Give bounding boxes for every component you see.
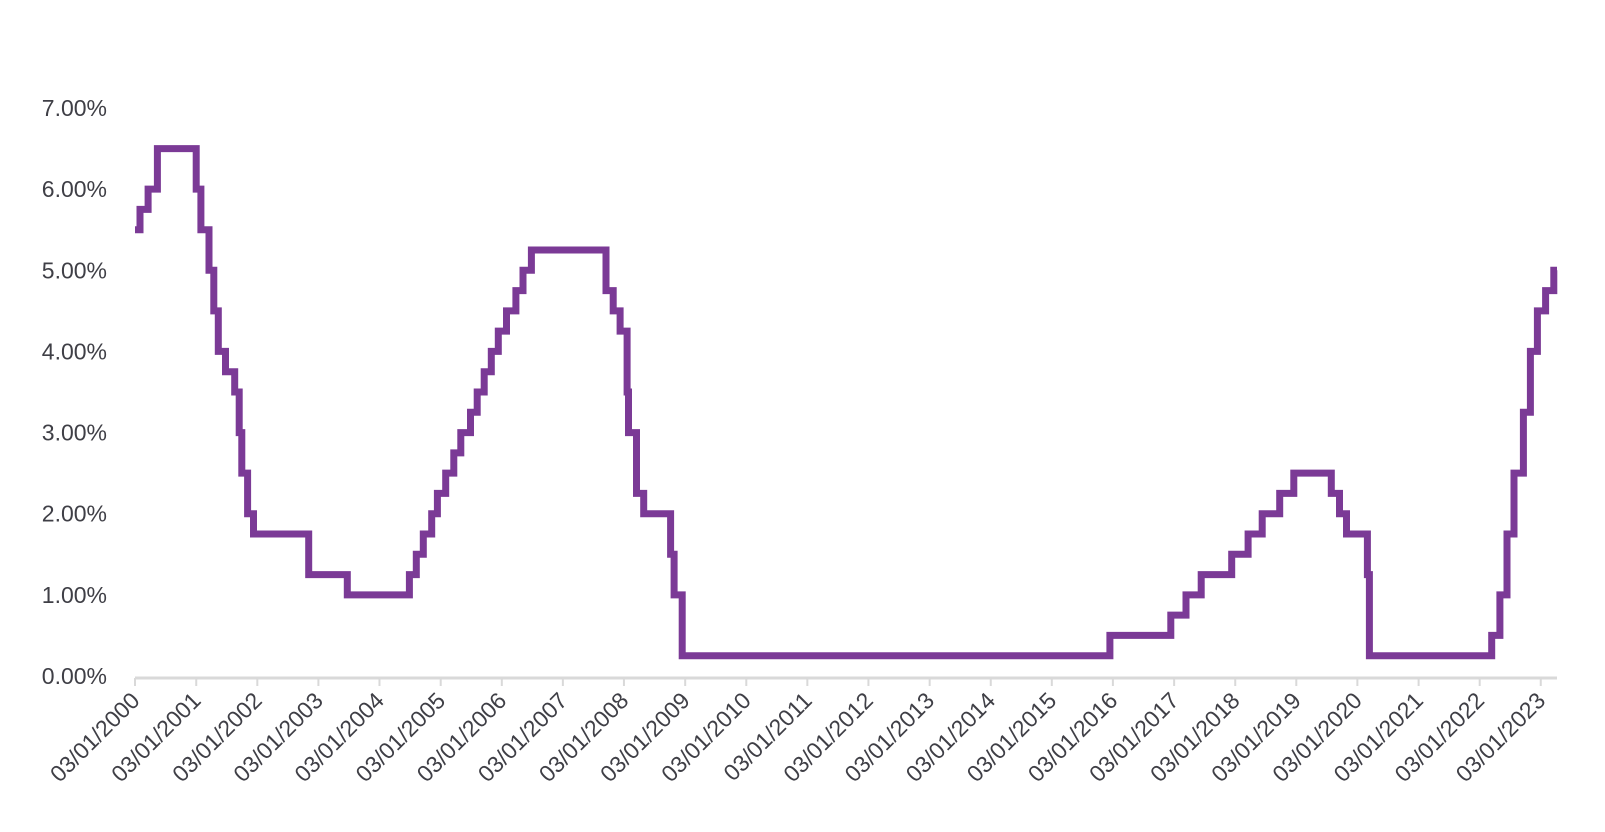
y-tick-label: 3.00% — [42, 420, 107, 446]
series-line — [135, 145, 1558, 660]
y-tick-label: 6.00% — [42, 176, 107, 202]
y-tick-label: 2.00% — [42, 501, 107, 527]
y-tick-label: 7.00% — [42, 95, 107, 121]
y-tick-label: 0.00% — [42, 663, 107, 689]
y-tick-label: 1.00% — [42, 582, 107, 608]
y-tick-label: 4.00% — [42, 338, 107, 364]
x-axis-ticks: 03/01/200003/01/200103/01/200203/01/2003… — [45, 678, 1550, 787]
y-tick-label: 5.00% — [42, 257, 107, 283]
y-axis-ticks: 0.00% 1.00% 2.00% 3.00% 4.00% 5.00% 6.00% 7.00% — [42, 95, 107, 689]
